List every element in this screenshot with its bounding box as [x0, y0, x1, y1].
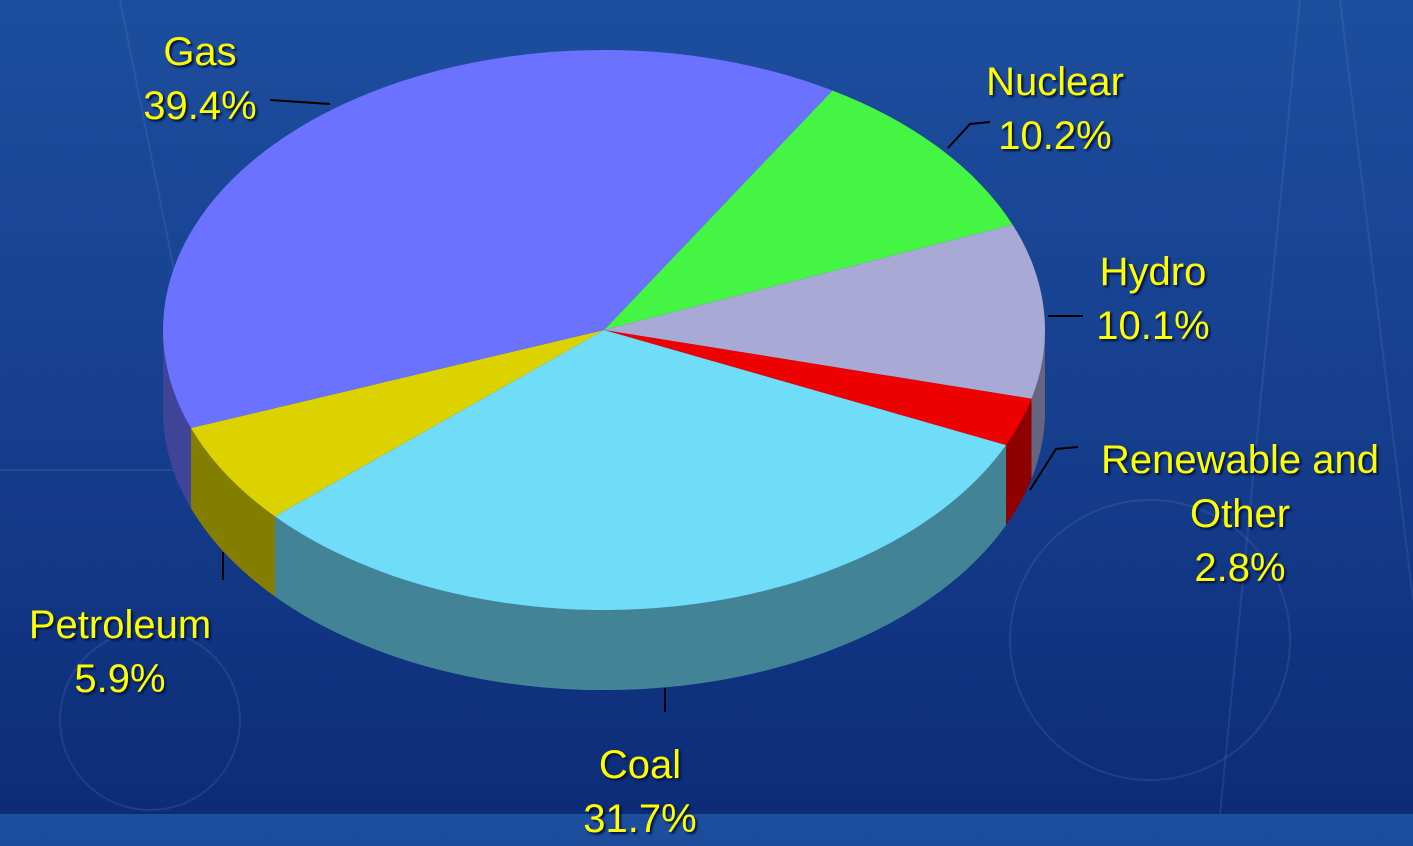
slice: [163, 50, 833, 429]
slice-side: [190, 428, 275, 597]
value-label: 10.1%: [1096, 304, 1210, 348]
slice: [604, 224, 1045, 399]
category-label: Petroleum: [28, 603, 212, 647]
value-label: 31.7%: [583, 797, 697, 841]
slice-label: Hydro 10.1%: [1073, 245, 1233, 353]
slice-side: [163, 330, 191, 509]
value-label: 39.4%: [143, 84, 257, 128]
category-label: Hydro: [1099, 250, 1207, 294]
slice-label: Gas 39.4%: [100, 25, 300, 133]
category-label: Renewable and Other: [1101, 438, 1379, 536]
slice-side-shade: [1006, 398, 1032, 526]
category-label: Coal: [598, 743, 682, 787]
slice: [190, 330, 605, 517]
slice: [604, 90, 1013, 330]
category-label: Gas: [163, 30, 237, 74]
slice-side-shade: [1031, 330, 1045, 479]
slice-side-shade: [163, 330, 191, 509]
slice-side: [1031, 330, 1045, 479]
chart: [0, 0, 1413, 814]
slice-side: [274, 445, 1007, 690]
leader-lines: [222, 99, 1083, 712]
slice: [604, 330, 1032, 446]
slice-label: Coal 31.7%: [540, 738, 740, 846]
value-label: 2.8%: [1194, 546, 1286, 590]
slice-label: Petroleum 5.9%: [0, 598, 240, 706]
background-drawing: [0, 0, 1413, 814]
slice-side-shade: [274, 445, 1007, 690]
slice-side: [1006, 398, 1032, 526]
pie: [163, 50, 1045, 690]
slice: [274, 330, 1007, 610]
category-label: Nuclear: [986, 60, 1124, 104]
slice-side-shade: [190, 428, 275, 597]
slice-label: Nuclear 10.2%: [955, 55, 1155, 163]
slice-label: Renewable and Other 2.8%: [1070, 433, 1410, 595]
value-label: 5.9%: [74, 657, 166, 701]
value-label: 10.2%: [998, 114, 1112, 158]
